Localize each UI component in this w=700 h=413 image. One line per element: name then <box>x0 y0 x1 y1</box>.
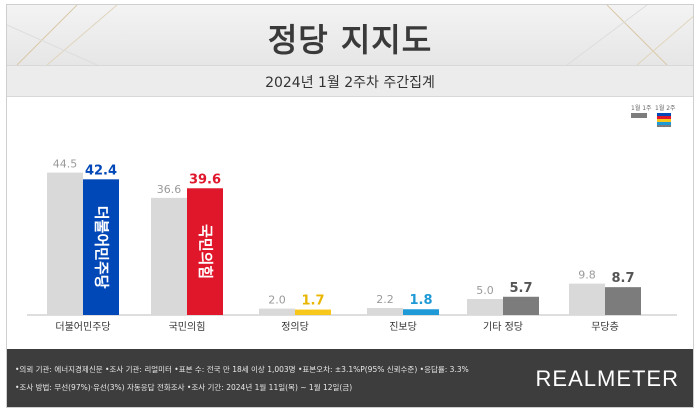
bar-prev-2 <box>259 308 295 315</box>
bar-curr-3 <box>403 309 439 315</box>
bar-prev-1 <box>151 197 187 315</box>
bar-curr-5 <box>605 287 641 315</box>
legend: 1월 1주 1월 2주 <box>625 103 683 133</box>
chart-frame: 정당 지지도 2024년 1월 2주차 주간집계 1월 1주 1월 2주 44.… <box>6 4 694 408</box>
category-label-5: 무당층 <box>591 321 619 333</box>
header-decoration <box>7 5 693 65</box>
footer: •의뢰 기관: 에너지경제신문 •조사 기관: 리얼미터 •표본 수: 전국 만… <box>7 349 693 407</box>
bar-prev-5 <box>569 283 605 315</box>
category-label-4: 기타 정당 <box>483 321 523 333</box>
value-label-curr-5: 8.7 <box>611 271 634 286</box>
value-label-prev-3: 2.2 <box>376 293 394 306</box>
value-label-prev-2: 2.0 <box>268 294 286 307</box>
bar-inner-name-0: 더불어민주당 <box>93 206 111 289</box>
category-label-3: 진보당 <box>389 321 417 333</box>
bar-prev-3 <box>367 307 403 315</box>
value-label-prev-0: 44.5 <box>53 158 78 171</box>
value-label-prev-5: 9.8 <box>578 269 596 282</box>
value-label-prev-1: 36.6 <box>157 183 182 196</box>
legend-prev-label: 1월 1주 <box>631 105 652 112</box>
legend-prev-swatch <box>631 113 647 118</box>
value-label-curr-2: 1.7 <box>301 294 324 309</box>
bar-curr-0 <box>83 179 119 315</box>
value-label-curr-0: 42.4 <box>85 163 117 178</box>
realmeter-logo: REALMETER <box>535 366 679 391</box>
category-label-2: 정의당 <box>281 321 309 333</box>
chart-subtitle: 2024년 1월 2주차 주간집계 <box>265 75 435 91</box>
category-label-0: 더불어민주당 <box>55 321 110 333</box>
bar-inner-name-1: 국민의힘 <box>197 224 215 279</box>
value-label-curr-3: 1.8 <box>409 293 432 308</box>
footer-method-info: •조사 방법: 무선(97%)·유선(3%) 자동응답 전화조사 •조사 기간:… <box>15 383 353 392</box>
value-label-prev-4: 5.0 <box>476 284 494 297</box>
legend-curr-swatch <box>657 113 671 127</box>
footer-survey-info: •의뢰 기관: 에너지경제신문 •조사 기관: 리얼미터 •표본 수: 전국 만… <box>15 365 469 374</box>
bar-curr-4 <box>503 296 539 315</box>
bar-curr-2 <box>295 309 331 315</box>
value-label-curr-4: 5.7 <box>509 281 532 296</box>
bar-prev-4 <box>467 299 503 315</box>
chart-title: 정당 지지도 <box>267 21 433 59</box>
title-band: 정당 지지도 <box>7 5 693 65</box>
bar-curr-1 <box>187 188 223 315</box>
value-label-curr-1: 39.6 <box>189 172 221 187</box>
subtitle-band: 2024년 1월 2주차 주간집계 <box>7 65 693 97</box>
legend-curr-label: 1월 2주 <box>655 105 676 112</box>
bar-prev-0 <box>47 172 83 315</box>
category-label-1: 국민의힘 <box>169 321 206 333</box>
